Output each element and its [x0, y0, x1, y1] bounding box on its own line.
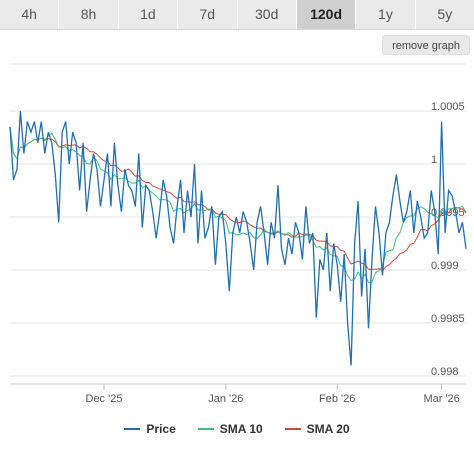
timeframe-tabs: 4h 8h 1d 7d 30d 120d 1y 5y	[0, 0, 474, 30]
legend-swatch	[124, 428, 141, 430]
legend-label: SMA 10	[219, 422, 263, 436]
legend-label: SMA 20	[306, 422, 350, 436]
y-tick-label: 0.999	[431, 260, 459, 272]
legend-swatch	[284, 428, 301, 430]
x-tick-label: Feb '26	[319, 393, 355, 405]
chart-legend: Price SMA 10 SMA 20	[0, 420, 474, 438]
y-tick-label: 1.0005	[431, 101, 465, 113]
x-tick-label: Mar '26	[423, 393, 459, 405]
price-line	[9, 110, 467, 366]
legend-item-sma-10[interactable]: SMA 10	[197, 420, 263, 438]
y-tick-label: 0.9985	[431, 313, 465, 325]
legend-label: Price	[146, 422, 176, 436]
sma-10-line	[9, 126, 467, 284]
y-tick-label: 1	[431, 154, 437, 166]
tab-30d[interactable]: 30d	[237, 0, 297, 29]
tab-8h[interactable]: 8h	[59, 0, 119, 29]
x-tick-label: Dec '25	[86, 393, 123, 405]
tab-120d[interactable]: 120d	[296, 0, 357, 29]
tab-1y[interactable]: 1y	[356, 0, 416, 29]
legend-item-price[interactable]: Price	[124, 420, 176, 438]
remove-graph-button[interactable]: remove graph	[382, 35, 470, 55]
tab-4h[interactable]: 4h	[0, 0, 60, 29]
legend-item-sma-20[interactable]: SMA 20	[284, 420, 350, 438]
sma-20-line	[9, 126, 467, 272]
tab-5y[interactable]: 5y	[415, 0, 474, 29]
legend-swatch	[197, 428, 214, 430]
tab-1d[interactable]: 1d	[118, 0, 179, 29]
x-tick-label: Jan '26	[208, 393, 243, 405]
tab-7d[interactable]: 7d	[178, 0, 238, 29]
y-tick-label: 0.998	[431, 366, 459, 378]
